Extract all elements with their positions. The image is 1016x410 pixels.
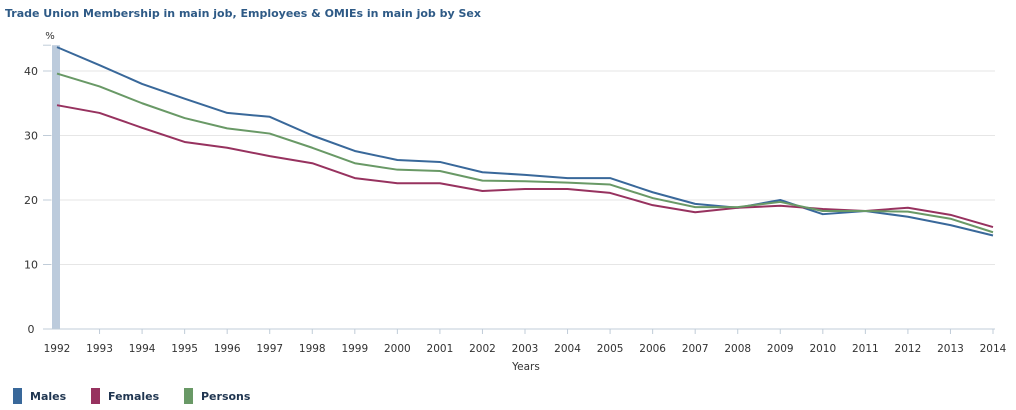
x-tick-label: 2007: [682, 343, 709, 355]
x-tick-label: 2013: [937, 343, 964, 355]
x-axis-title: Years: [511, 361, 540, 373]
legend-swatch-persons: [184, 388, 193, 404]
x-tick-label: 2005: [597, 343, 624, 355]
x-tick-label: 2008: [724, 343, 751, 355]
x-tick-label: 2011: [852, 343, 879, 355]
legend-item-males[interactable]: Males: [13, 388, 66, 404]
legend-item-females[interactable]: Females: [91, 388, 159, 404]
y-tick-label: 20: [24, 194, 38, 207]
legend-label-males: Males: [30, 389, 67, 403]
line-chart: 0 10 20 30 40% 1992 1993 1994 1995 1996 1997 1998 19…: [24, 31, 1007, 373]
x-tick-label: 1998: [299, 343, 326, 355]
legend-label-females: Females: [108, 389, 160, 403]
x-tick-label: 2001: [427, 343, 454, 355]
x-tick-label: 1992: [44, 343, 71, 355]
x-tick-label: 2002: [469, 343, 496, 355]
legend-item-persons[interactable]: Persons: [184, 388, 250, 404]
x-tick-label: 1995: [171, 343, 198, 355]
x-tick-label: 2014: [980, 343, 1007, 355]
y-axis-label: %: [45, 31, 55, 42]
legend-swatch-females: [91, 388, 100, 404]
x-tick-label: 2009: [767, 343, 794, 355]
y-tick-label: 10: [24, 259, 38, 272]
series-line-persons: [56, 72, 994, 234]
x-tick-label: 2004: [554, 343, 581, 355]
x-tick-label: 1996: [214, 343, 241, 355]
x-tick-label: 1994: [129, 343, 156, 355]
x-tick-label: 2000: [384, 343, 411, 355]
y-tick-label: 40: [24, 65, 38, 78]
x-tick-label: 2012: [895, 343, 922, 355]
y-axis-band: [52, 45, 60, 329]
legend-swatch-males: [13, 388, 22, 404]
y-tick-label: 30: [24, 130, 38, 143]
legend-label-persons: Persons: [201, 389, 251, 403]
y-tick-label: 0: [28, 323, 35, 336]
x-tick-label: 1999: [341, 343, 368, 355]
chart-title: Trade Union Membership in main job, Empl…: [5, 7, 481, 20]
x-tick-label: 1997: [256, 343, 283, 355]
x-tick-label: 2006: [639, 343, 666, 355]
x-tick-label: 1993: [86, 343, 113, 355]
series-line-males: [56, 46, 994, 237]
x-tick-label: 2010: [809, 343, 836, 355]
series-line-females: [56, 104, 994, 229]
x-tick-label: 2003: [512, 343, 539, 355]
